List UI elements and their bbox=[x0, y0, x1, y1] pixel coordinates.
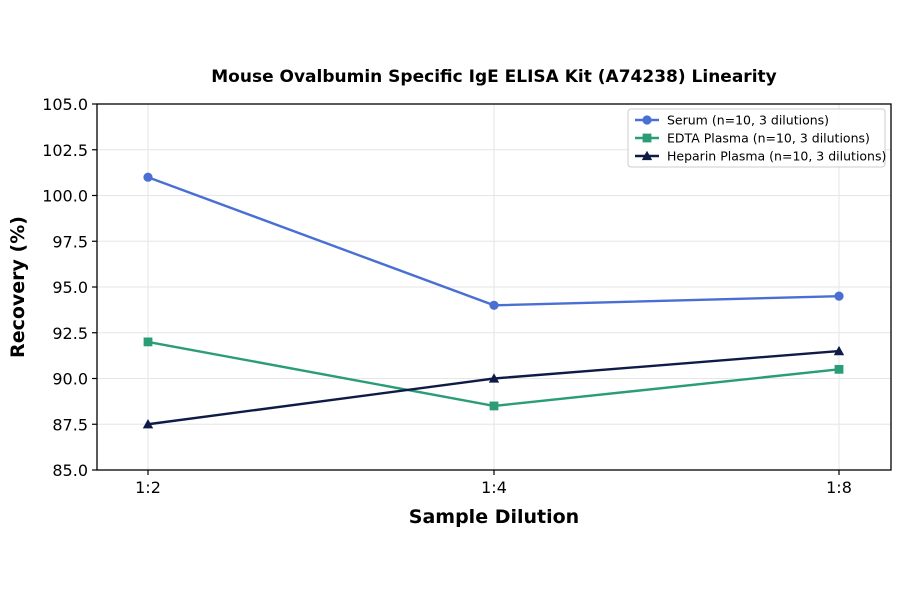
legend-box bbox=[627, 108, 886, 168]
y-tick-label: 97.5 bbox=[52, 232, 88, 251]
y-axis: 85.0 87.5 90.0 92.5 95.0 97.5 100.0 102.5 105.0 bbox=[42, 95, 97, 480]
legend: Serum (n=10, 3 dilutions) EDTA Plasma (n=… bbox=[627, 108, 886, 168]
data-point bbox=[834, 364, 844, 374]
legend-item: Serum (n=10, 3 dilutions) bbox=[635, 113, 829, 128]
legend-item: Heparin Plasma (n=10, 3 dilutions) bbox=[635, 149, 886, 164]
x-tick-label: 1:2 bbox=[135, 478, 161, 497]
x-axis: 1:2 1:4 1:8 bbox=[135, 470, 852, 497]
y-tick-label: 90.0 bbox=[52, 370, 88, 389]
y-tick-label: 100.0 bbox=[42, 187, 88, 206]
series-2 bbox=[143, 337, 844, 411]
data-point bbox=[834, 291, 844, 301]
legend-label: EDTA Plasma (n=10, 3 dilutions) bbox=[667, 131, 870, 146]
legend-label: Serum (n=10, 3 dilutions) bbox=[667, 113, 829, 128]
data-point bbox=[489, 401, 499, 411]
y-tick-label: 87.5 bbox=[52, 415, 88, 434]
chart-title: Mouse Ovalbumin Specific IgE ELISA Kit (… bbox=[211, 67, 776, 87]
y-axis-label: Recovery (%) bbox=[7, 216, 29, 358]
x-tick-label: 1:4 bbox=[481, 478, 507, 497]
legend-marker bbox=[641, 150, 653, 161]
legend-label: Heparin Plasma (n=10, 3 dilutions) bbox=[667, 149, 886, 164]
data-point bbox=[143, 337, 153, 347]
legend-marker bbox=[642, 133, 652, 143]
data-point bbox=[143, 172, 153, 182]
data-point bbox=[833, 345, 845, 356]
data-point bbox=[489, 300, 499, 310]
legend-marker bbox=[642, 115, 652, 125]
y-tick-label: 92.5 bbox=[52, 324, 88, 343]
data-point bbox=[488, 373, 500, 383]
y-tick-label: 105.0 bbox=[42, 95, 88, 114]
legend-item: EDTA Plasma (n=10, 3 dilutions) bbox=[635, 131, 870, 146]
x-tick-label: 1:8 bbox=[826, 478, 852, 497]
data-point bbox=[142, 419, 154, 429]
x-axis-label: Sample Dilution bbox=[409, 506, 579, 528]
y-tick-label: 95.0 bbox=[52, 278, 88, 297]
y-tick-label: 85.0 bbox=[52, 461, 88, 480]
y-tick-label: 102.5 bbox=[42, 141, 88, 160]
series-1 bbox=[143, 172, 844, 310]
series-layer bbox=[142, 172, 845, 429]
series-3 bbox=[142, 345, 845, 429]
